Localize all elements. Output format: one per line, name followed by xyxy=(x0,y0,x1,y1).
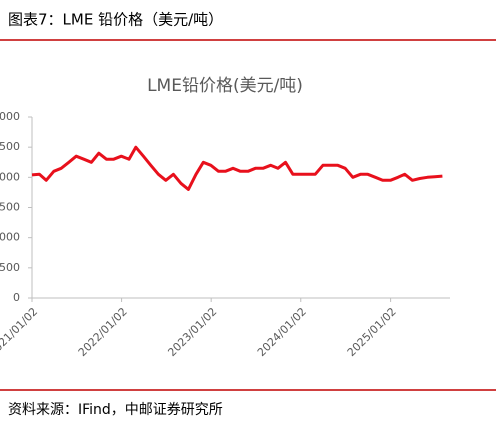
x-tick-label: 2021/01/02 xyxy=(0,305,40,359)
x-tick-label: 2024/01/02 xyxy=(255,305,309,359)
y-tick-label: 2000 xyxy=(0,170,20,183)
y-tick-label: 0 xyxy=(13,291,20,304)
y-tick-label: 1500 xyxy=(0,201,20,214)
x-tick-label: 2023/01/02 xyxy=(165,305,219,359)
price-line xyxy=(31,145,443,191)
y-tick-label: 500 xyxy=(0,261,20,274)
y-tick-label: 1000 xyxy=(0,231,20,244)
header: 图表7：LME 铅价格（美元/吨） xyxy=(8,11,223,29)
y-tick-label: 3000 xyxy=(0,110,20,123)
chart-title: LME铅价格(美元/吨) xyxy=(147,76,303,96)
y-tick-label: 2500 xyxy=(0,140,20,153)
source: 资料来源：IFind，中邮证券研究所 xyxy=(8,402,223,418)
x-tick-label: 2025/01/02 xyxy=(345,305,399,359)
x-tick-label: 2022/01/02 xyxy=(76,305,130,359)
